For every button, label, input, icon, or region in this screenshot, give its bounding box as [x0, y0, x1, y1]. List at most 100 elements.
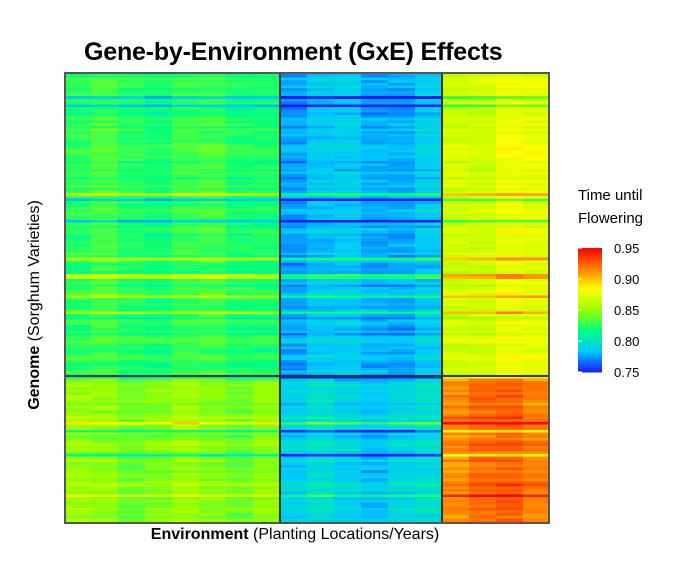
heatmap-cell [64, 322, 92, 326]
heatmap-cell [307, 497, 335, 501]
heatmap-cell [361, 141, 389, 146]
heatmap-cell [64, 319, 92, 323]
heatmap-cell [253, 451, 281, 455]
heatmap-cell [523, 82, 550, 87]
heatmap-cell [307, 432, 335, 436]
colorbar-segment [578, 254, 602, 257]
heatmap-cell [469, 518, 497, 522]
heatmap-cell [334, 106, 362, 111]
heatmap-cell [361, 335, 389, 339]
heatmap-cell [226, 440, 254, 444]
heatmap-cell [469, 489, 497, 493]
heatmap-cell [91, 201, 119, 205]
heatmap-cell [91, 90, 119, 95]
heatmap-cell [64, 131, 92, 135]
heatmap-cell [415, 249, 443, 253]
heatmap-cell [334, 201, 362, 205]
heatmap-cell [64, 82, 92, 87]
heatmap-cell [415, 82, 443, 87]
heatmap-cell [280, 93, 308, 97]
heatmap-cell [226, 209, 254, 213]
heatmap-cell [118, 362, 146, 366]
heatmap-cell [307, 217, 335, 221]
heatmap-cell [199, 281, 227, 286]
heatmap-cell [496, 268, 524, 272]
heatmap-cell [253, 214, 281, 218]
heatmap-cell [442, 357, 470, 361]
heatmap-cell [523, 128, 550, 132]
colorbar-segment [578, 270, 602, 274]
heatmap-cell [280, 96, 308, 100]
heatmap-cell [388, 85, 416, 89]
heatmap-cell [523, 152, 550, 156]
heatmap-cell [64, 136, 92, 140]
heatmap-cell [118, 115, 146, 119]
heatmap-cell [469, 362, 497, 366]
heatmap-cell [91, 166, 119, 170]
heatmap-cell [415, 475, 443, 479]
heatmap-cell [280, 104, 308, 108]
heatmap-cell [415, 424, 443, 428]
heatmap-cell [145, 185, 173, 189]
heatmap-cell [118, 230, 146, 235]
heatmap-cell [496, 437, 524, 442]
heatmap-cell [388, 284, 416, 288]
heatmap-cell [172, 502, 200, 506]
heatmap-cell [361, 158, 389, 162]
heatmap-cell [307, 241, 335, 245]
heatmap-cell [496, 163, 524, 167]
heatmap-cell [280, 219, 308, 224]
heatmap-cell [523, 244, 550, 248]
heatmap-cell [145, 236, 173, 240]
heatmap-cell [64, 303, 92, 307]
heatmap-cell [388, 241, 416, 245]
heatmap-cell [307, 88, 335, 92]
heatmap-cell [118, 448, 146, 452]
heatmap-cell [523, 298, 550, 302]
heatmap-cell [172, 376, 200, 380]
heatmap-cell [361, 478, 389, 482]
heatmap-cell [226, 486, 254, 490]
heatmap-cell [469, 125, 497, 130]
heatmap-cell [415, 354, 443, 358]
heatmap-cell [253, 365, 281, 369]
heatmap-cell [91, 106, 119, 111]
colorbar-segment [578, 268, 602, 272]
heatmap-cell [334, 236, 362, 240]
heatmap-cell [199, 475, 227, 479]
colorbar-segment [578, 291, 602, 294]
heatmap-cell [145, 179, 173, 183]
heatmap-cell [469, 472, 497, 477]
heatmap-cell [388, 131, 416, 135]
heatmap-cell [253, 316, 281, 321]
heatmap-cell [91, 338, 119, 342]
heatmap-cell [118, 238, 146, 243]
heatmap-cell [442, 74, 470, 78]
heatmap-cell [415, 316, 443, 321]
heatmap-cell [496, 502, 524, 506]
heatmap-cell [334, 209, 362, 213]
heatmap-cell [64, 505, 92, 509]
heatmap-cell [469, 203, 497, 208]
heatmap-cell [388, 489, 416, 493]
heatmap-cell [334, 491, 362, 495]
heatmap-cell [253, 359, 281, 364]
heatmap-cell [145, 228, 173, 232]
heatmap-cell [199, 416, 227, 420]
heatmap-cell [226, 190, 254, 194]
heatmap-cell [307, 115, 335, 119]
heatmap-cell [523, 211, 550, 216]
heatmap-cell [280, 300, 308, 304]
heatmap-cell [307, 260, 335, 264]
heatmap-cell [253, 182, 281, 186]
heatmap-cell [415, 349, 443, 353]
heatmap-cell [64, 182, 92, 186]
heatmap-cell [91, 459, 119, 463]
heatmap-cell [226, 225, 254, 229]
heatmap-cell [280, 497, 308, 501]
heatmap-cell [118, 244, 146, 248]
heatmap-cell [145, 338, 173, 342]
heatmap-cell [118, 314, 146, 318]
heatmap-cell [361, 429, 389, 434]
heatmap-cell [172, 179, 200, 183]
